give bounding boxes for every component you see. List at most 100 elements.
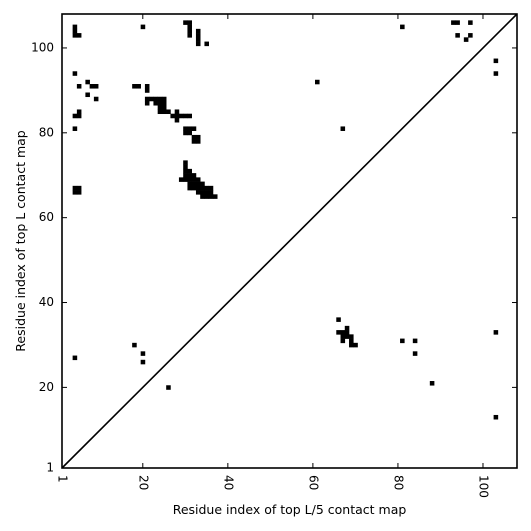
contact-cell-top-l	[144, 100, 150, 106]
contact-cell-top-l	[76, 113, 82, 119]
contact-cell-top-l	[195, 37, 201, 42]
contact-cell-top-l	[183, 130, 188, 136]
contact-cell-top-l	[195, 181, 201, 187]
contact-cell-top-l	[157, 100, 163, 106]
contact-cell-top-l	[212, 194, 218, 199]
contact-cell-top-l	[144, 88, 150, 93]
contact-cell-top-l	[191, 139, 197, 144]
contact-cell-top-l	[140, 24, 146, 30]
contact-cell-top-l	[183, 173, 188, 178]
contact-cell-top-l	[183, 126, 188, 131]
x-tick-label: 1	[56, 475, 70, 483]
contact-cell-top-l	[200, 190, 205, 195]
contact-cell-top-l	[195, 139, 201, 144]
contact-cell-top-l	[187, 20, 192, 25]
contact-cell-top-l	[166, 109, 171, 115]
contact-cell-top-l	[187, 173, 192, 178]
contact-cell-top-l5	[132, 342, 137, 348]
contact-cell-top-l	[161, 100, 167, 106]
contact-cell-top-l	[89, 84, 95, 89]
contact-cell-top-l	[195, 41, 201, 47]
contact-cell-top-l	[183, 177, 188, 182]
contact-cell-top-l	[191, 173, 197, 178]
contact-cell-top-l	[183, 20, 188, 25]
y-tick-label: 60	[39, 210, 54, 224]
contact-cell-top-l5	[344, 334, 350, 339]
contact-cell-top-l5	[493, 414, 499, 420]
contact-cell-top-l	[200, 185, 205, 191]
diagonal-line	[61, 13, 518, 469]
contact-cell-top-l	[187, 28, 192, 34]
contact-cell-top-l	[157, 96, 163, 102]
upper-triangle-cells	[72, 20, 473, 390]
contact-cell-top-l	[187, 177, 192, 182]
contact-cell-top-l	[187, 168, 192, 174]
y-tick-labels: 1 20 40 60 80 100	[31, 40, 54, 474]
y-tick-label: 20	[39, 380, 54, 394]
x-tick-label: 100	[476, 475, 490, 498]
contact-cell-top-l	[195, 28, 201, 34]
contact-cell-top-l5	[412, 351, 418, 356]
x-axis-label: Residue index of top L/5 contact map	[173, 502, 407, 517]
contact-cell-top-l	[93, 84, 99, 89]
x-tick-label: 60	[306, 475, 320, 490]
contact-cell-top-l	[157, 109, 163, 115]
contact-cell-top-l	[178, 113, 184, 119]
x-tick-labels: 1 20 40 60 80 100	[56, 475, 491, 498]
contact-cell-top-l5	[140, 359, 146, 365]
x-tick-label: 20	[136, 475, 150, 490]
contact-cell-top-l	[187, 130, 192, 136]
contact-cell-top-l	[93, 96, 99, 102]
contact-cell-top-l	[191, 126, 197, 131]
contact-cell-top-l	[132, 84, 137, 89]
contact-cell-top-l	[208, 194, 214, 199]
contact-cell-top-l	[76, 185, 82, 191]
contact-cell-top-l	[187, 126, 192, 131]
contact-cell-top-l	[191, 134, 197, 140]
contact-cell-top-l5	[493, 71, 499, 76]
contact-cell-top-l	[204, 41, 209, 47]
contact-cell-top-l	[183, 160, 188, 165]
contact-cell-top-l	[174, 117, 180, 123]
contact-cell-top-l	[183, 164, 188, 170]
contact-cell-top-l	[157, 105, 163, 110]
contact-cell-top-l	[161, 109, 167, 115]
contact-cell-top-l	[183, 168, 188, 174]
contact-cell-top-l	[174, 109, 180, 115]
contact-cell-top-l	[76, 190, 82, 195]
contact-cell-top-l	[195, 190, 201, 195]
contact-cell-top-l	[195, 33, 201, 38]
contact-cell-top-l	[72, 24, 78, 30]
contact-cell-top-l5	[412, 338, 418, 344]
contact-cell-top-l	[76, 109, 82, 115]
contact-cell-top-l	[153, 96, 158, 102]
contact-cell-top-l5	[400, 338, 405, 344]
contact-cell-top-l5	[349, 338, 354, 344]
contact-cell-top-l	[85, 79, 90, 85]
contact-cell-top-l	[463, 37, 469, 42]
contact-cell-top-l	[72, 126, 78, 131]
contact-cell-top-l5	[344, 325, 350, 331]
contact-cell-top-l	[187, 185, 192, 191]
contact-cell-top-l	[187, 113, 192, 119]
contact-cell-top-l	[191, 177, 197, 182]
contact-cell-top-l	[451, 20, 456, 25]
contact-cell-top-l	[200, 181, 205, 187]
contact-cell-top-l	[72, 71, 78, 76]
tick-marks	[61, 14, 517, 469]
contact-cell-top-l	[72, 190, 78, 195]
contact-cell-top-l	[204, 185, 209, 191]
contact-cell-top-l	[204, 194, 209, 199]
contact-cell-top-l	[166, 385, 171, 390]
contact-cell-top-l	[468, 33, 473, 38]
contact-cell-top-l	[72, 113, 78, 119]
contact-cell-top-l	[315, 79, 320, 85]
contact-cell-top-l	[340, 126, 346, 131]
contact-cell-top-l	[136, 84, 141, 89]
contact-cell-top-l	[183, 113, 188, 119]
contact-cell-top-l	[153, 100, 158, 106]
plot-frame	[61, 13, 518, 469]
contact-cell-top-l	[187, 24, 192, 30]
contact-cell-top-l5	[140, 351, 146, 356]
contact-cell-top-l	[85, 92, 90, 98]
